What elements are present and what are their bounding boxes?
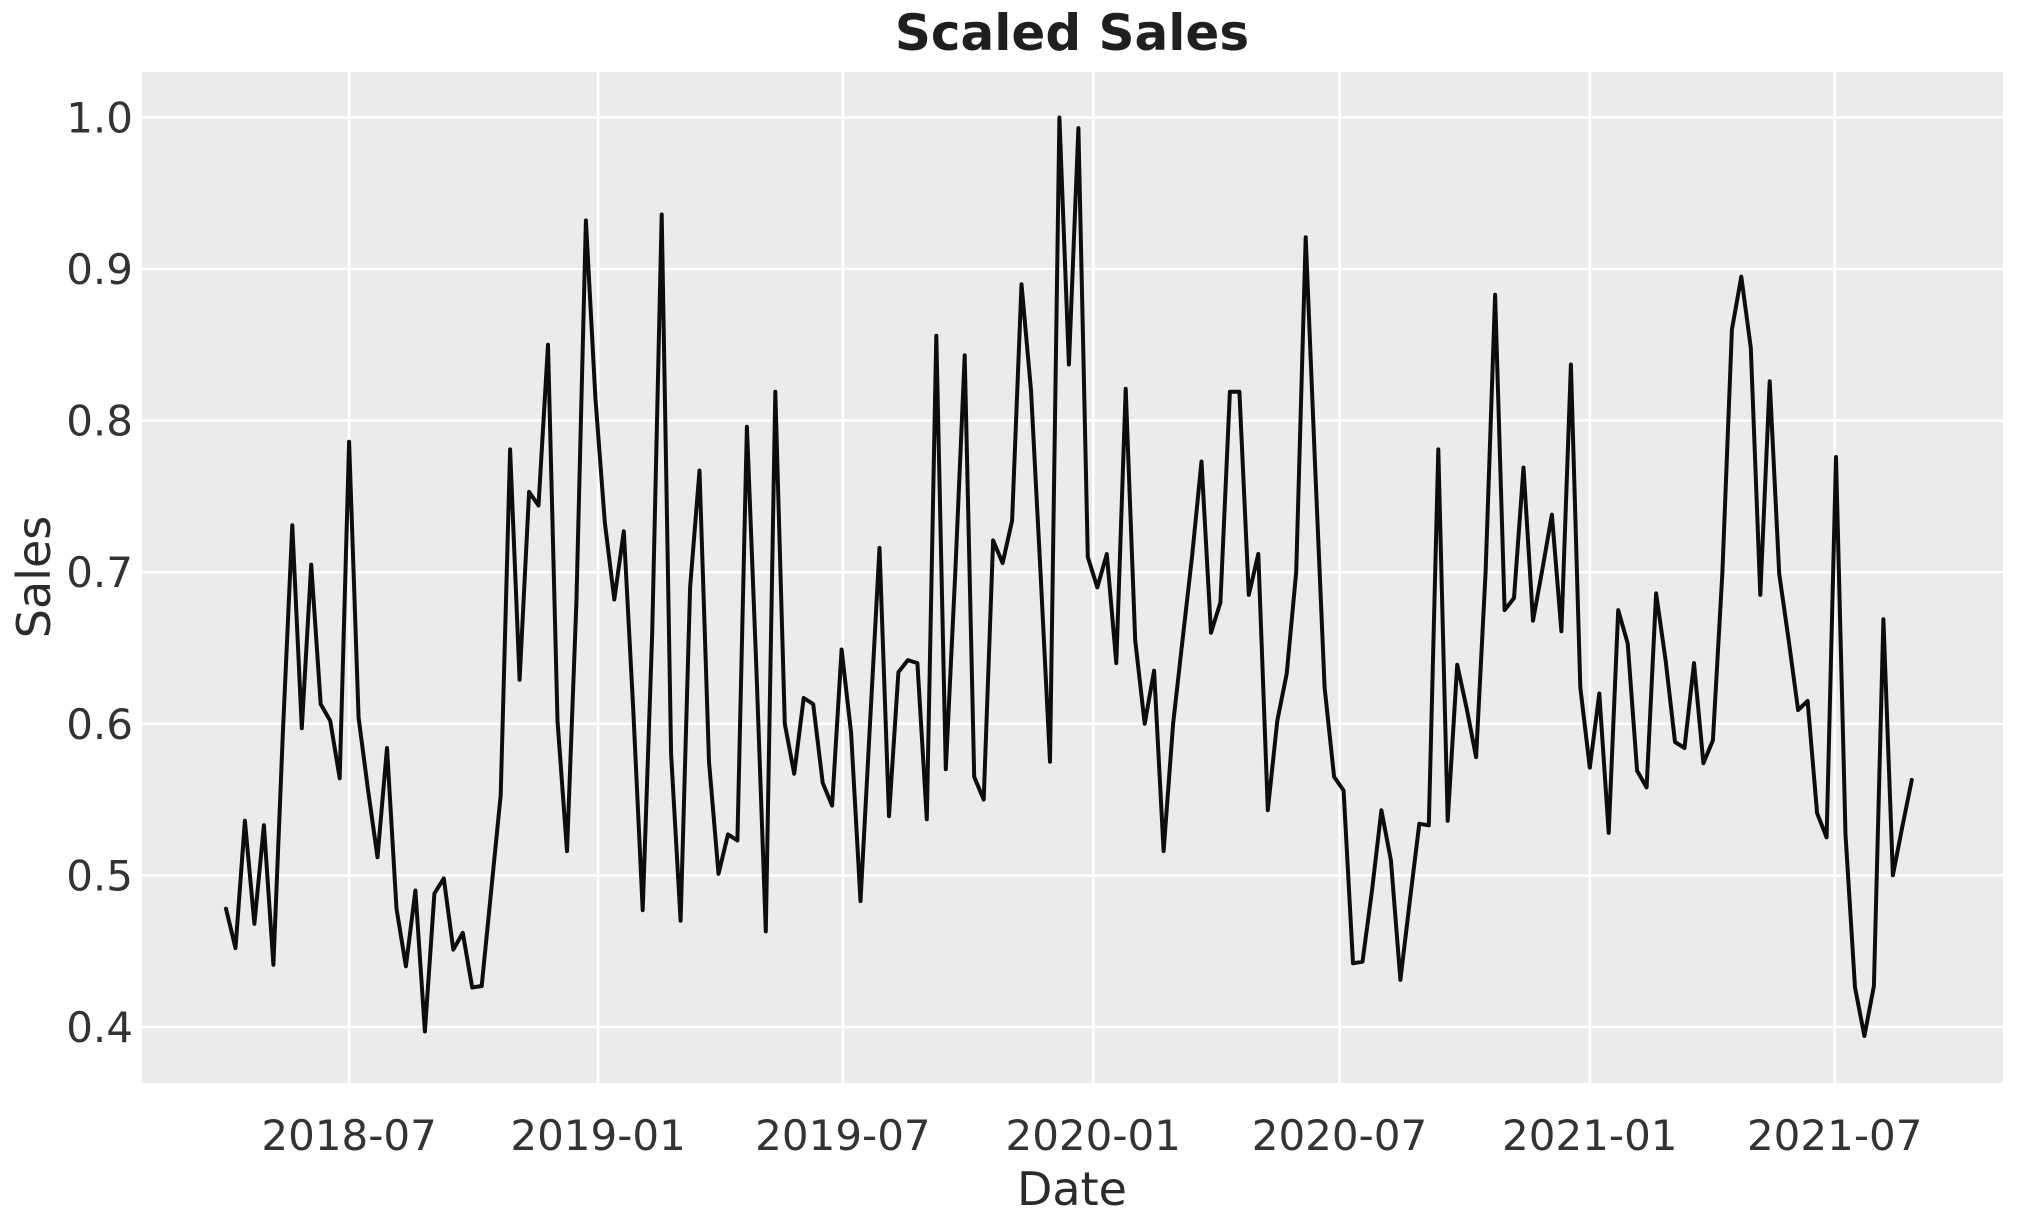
y-axis-label: Sales bbox=[7, 516, 61, 638]
chart-title: Scaled Sales bbox=[895, 4, 1249, 62]
x-tick-label: 2021-01 bbox=[1502, 1111, 1678, 1160]
y-tick-label: 0.5 bbox=[66, 851, 133, 900]
y-tick-label: 0.8 bbox=[66, 397, 133, 446]
y-tick-label: 0.6 bbox=[66, 700, 133, 749]
x-tick-label: 2020-07 bbox=[1252, 1111, 1428, 1160]
x-tick-label: 2021-07 bbox=[1747, 1111, 1923, 1160]
x-tick-label: 2019-07 bbox=[755, 1111, 931, 1160]
x-axis-label: Date bbox=[1017, 1162, 1127, 1216]
x-tick-labels: 2018-07 2019-01 2019-07 2020-01 2020-07 2021-… bbox=[261, 1111, 1922, 1160]
y-tick-label: 0.4 bbox=[66, 1003, 133, 1052]
sales-line bbox=[224, 115, 1914, 1038]
y-tick-labels: 1.0 0.9 0.8 0.7 0.6 0.5 0.4 bbox=[66, 93, 133, 1051]
y-tick-label: 1.0 bbox=[66, 93, 133, 142]
x-tick-label: 2018-07 bbox=[261, 1111, 437, 1160]
x-tick-label: 2020-01 bbox=[1005, 1111, 1181, 1160]
y-tick-label: 0.9 bbox=[66, 245, 133, 294]
x-tick-label: 2019-01 bbox=[510, 1111, 686, 1160]
y-tick-label: 0.7 bbox=[66, 548, 133, 597]
data-line bbox=[224, 115, 1914, 1038]
